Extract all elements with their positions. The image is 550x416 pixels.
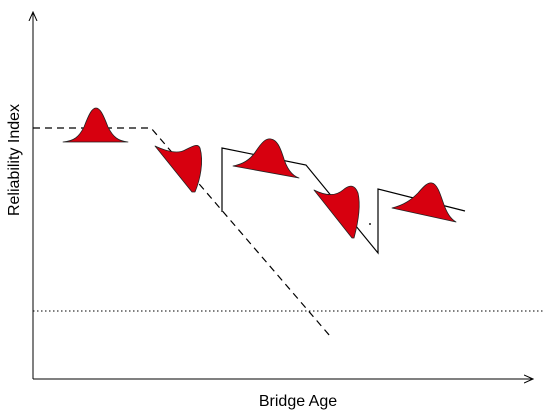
distribution-after-repair-1	[232, 138, 300, 179]
no-maintenance-profile	[33, 127, 331, 337]
x-axis-label: Bridge Age	[259, 393, 337, 410]
marker-dot	[369, 223, 371, 225]
distribution-deteriorating-2	[313, 185, 360, 239]
distribution-after-repair-2	[391, 182, 457, 223]
distribution-deteriorating-1	[154, 144, 203, 193]
y-axis-label: Reliability Index	[6, 104, 23, 216]
distribution-initial	[62, 107, 129, 143]
